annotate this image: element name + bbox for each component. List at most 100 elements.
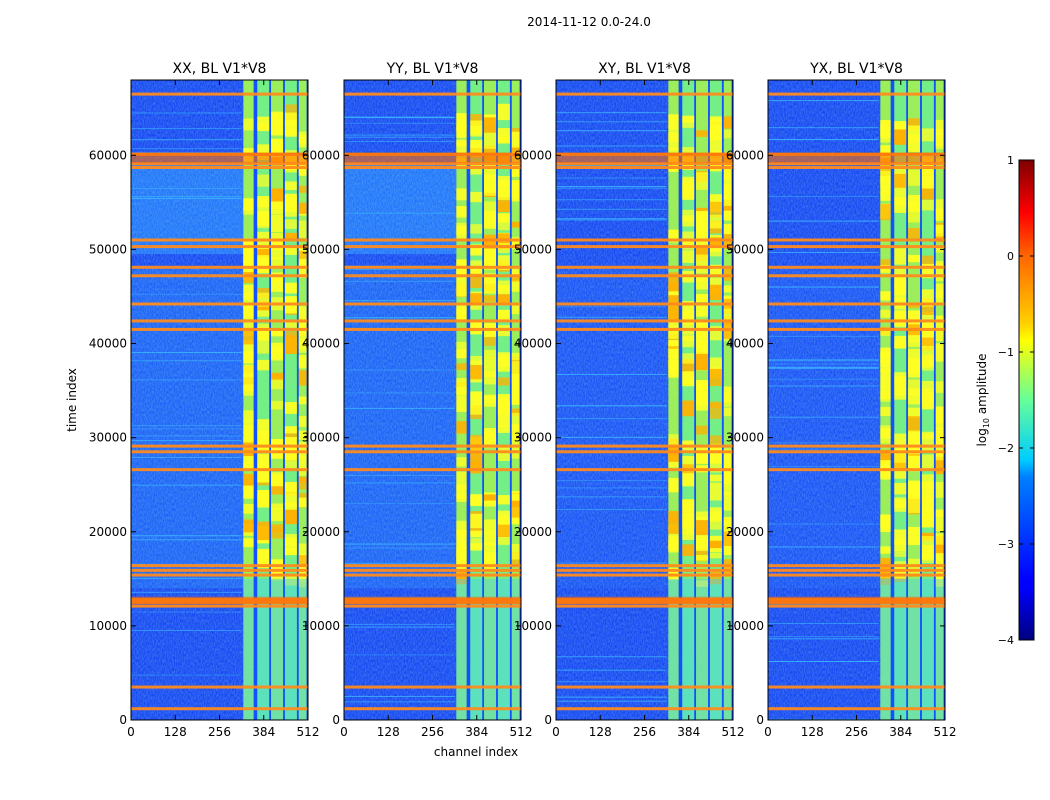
heatmap-patch xyxy=(497,103,510,121)
heatmap-patch xyxy=(511,237,521,250)
heatmap-patch xyxy=(456,529,467,536)
flag-row xyxy=(556,238,733,242)
x-tick-label: 384 xyxy=(889,725,912,739)
flag-row xyxy=(344,319,521,323)
heatmap-patch xyxy=(682,209,695,222)
flag-row xyxy=(131,573,308,577)
heatmap-patch xyxy=(723,129,733,139)
heatmap-edge xyxy=(306,80,308,720)
heatmap-patch xyxy=(257,174,270,187)
heatmap-patch xyxy=(470,404,483,415)
y-tick-label: 40000 xyxy=(89,337,127,351)
x-tick-label: 384 xyxy=(677,725,700,739)
y-tick-label: 60000 xyxy=(726,148,764,162)
heatmap-patch xyxy=(682,532,695,541)
heatmap-patch xyxy=(921,431,934,440)
flag-row xyxy=(556,162,733,166)
heatmap-patch xyxy=(456,284,467,297)
heatmap-streak xyxy=(344,407,455,409)
heatmap-patch xyxy=(668,355,679,365)
heatmap-patch xyxy=(908,526,921,545)
heatmap-patch xyxy=(935,481,945,498)
colorbar-label-rest: amplitude xyxy=(975,354,989,418)
heatmap-patch xyxy=(284,533,297,547)
flag-band xyxy=(131,152,308,163)
y-tick-label: 30000 xyxy=(89,431,127,445)
heatmap-patch xyxy=(243,271,254,283)
x-tick-label: 384 xyxy=(465,725,488,739)
panel-title: YX, BL V1*V8 xyxy=(809,61,903,77)
heatmap-patch xyxy=(668,132,679,151)
heatmap-band-low xyxy=(271,578,284,720)
heatmap-gap xyxy=(269,80,272,720)
heatmap-streak xyxy=(344,695,455,697)
heatmap-patch xyxy=(696,130,709,137)
heatmap-patch xyxy=(908,481,921,499)
y-tick-label: 0 xyxy=(119,713,127,727)
heatmap-patch xyxy=(243,206,254,215)
heatmap-patch xyxy=(709,402,722,419)
colorbar-label-main: log xyxy=(975,428,989,446)
heatmap-patch xyxy=(243,364,254,378)
heatmap-patch xyxy=(723,308,733,322)
heatmap-patch xyxy=(257,557,270,569)
heatmap-patch xyxy=(935,322,945,342)
heatmap-streak xyxy=(556,656,667,658)
heatmap-patch xyxy=(470,224,483,234)
flag-row xyxy=(768,319,945,323)
heatmap-patch xyxy=(243,304,254,319)
flag-row xyxy=(344,238,521,242)
x-tick-label: 128 xyxy=(377,725,400,739)
heatmap-patch xyxy=(484,295,497,302)
y-tick-label: 30000 xyxy=(302,431,340,445)
heatmap-patch xyxy=(935,199,945,216)
heatmap-patch xyxy=(257,212,270,224)
heatmap-patch xyxy=(880,573,891,585)
heatmap-patch xyxy=(682,332,695,341)
heatmap-patch xyxy=(271,452,284,459)
y-tick-label: 50000 xyxy=(302,242,340,256)
heatmap-streak xyxy=(556,112,667,114)
heatmap-patch xyxy=(484,336,497,346)
heatmap-patch xyxy=(894,248,907,265)
heatmap-patch xyxy=(894,129,907,145)
flag-row xyxy=(556,573,733,577)
heatmap-patch xyxy=(257,430,270,439)
heatmap-streak xyxy=(556,509,667,511)
heatmap-patch xyxy=(709,264,722,276)
heatmap-streak xyxy=(556,562,667,564)
flag-row xyxy=(768,685,945,689)
heatmap-patch xyxy=(484,519,497,533)
flag-row xyxy=(768,327,945,331)
y-tick-label: 60000 xyxy=(302,148,340,162)
heatmap-streak xyxy=(556,405,667,407)
y-tick-label: 60000 xyxy=(514,148,552,162)
flag-row xyxy=(556,327,733,331)
heatmap-patch xyxy=(709,214,722,221)
heatmap-streak xyxy=(768,366,879,368)
heatmap-gap xyxy=(920,80,922,720)
flag-row xyxy=(556,302,733,306)
heatmap-patch xyxy=(668,303,679,322)
colorbar-label: log10 amplitude xyxy=(975,354,991,447)
heatmap-streak xyxy=(556,669,667,671)
heatmap-patch xyxy=(908,254,921,263)
heatmap-patch xyxy=(284,331,297,337)
flag-row xyxy=(556,604,733,608)
heatmap-patch xyxy=(243,425,254,443)
heatmap-patch xyxy=(709,284,722,301)
heatmap-patch xyxy=(668,434,679,447)
heatmap-patch xyxy=(723,522,733,536)
flag-row xyxy=(768,302,945,306)
heatmap-streak xyxy=(768,127,879,129)
heatmap-patch xyxy=(696,520,709,536)
heatmap-patch xyxy=(284,296,297,308)
flag-row xyxy=(344,444,521,448)
heatmap-band-low xyxy=(298,578,308,720)
heatmap-patch xyxy=(243,292,254,310)
heatmap-patch xyxy=(243,258,254,270)
heatmap-patch xyxy=(511,280,521,292)
heatmap-band-low xyxy=(894,578,907,720)
heatmap-streak xyxy=(131,128,242,130)
heatmap-patch xyxy=(696,580,709,587)
